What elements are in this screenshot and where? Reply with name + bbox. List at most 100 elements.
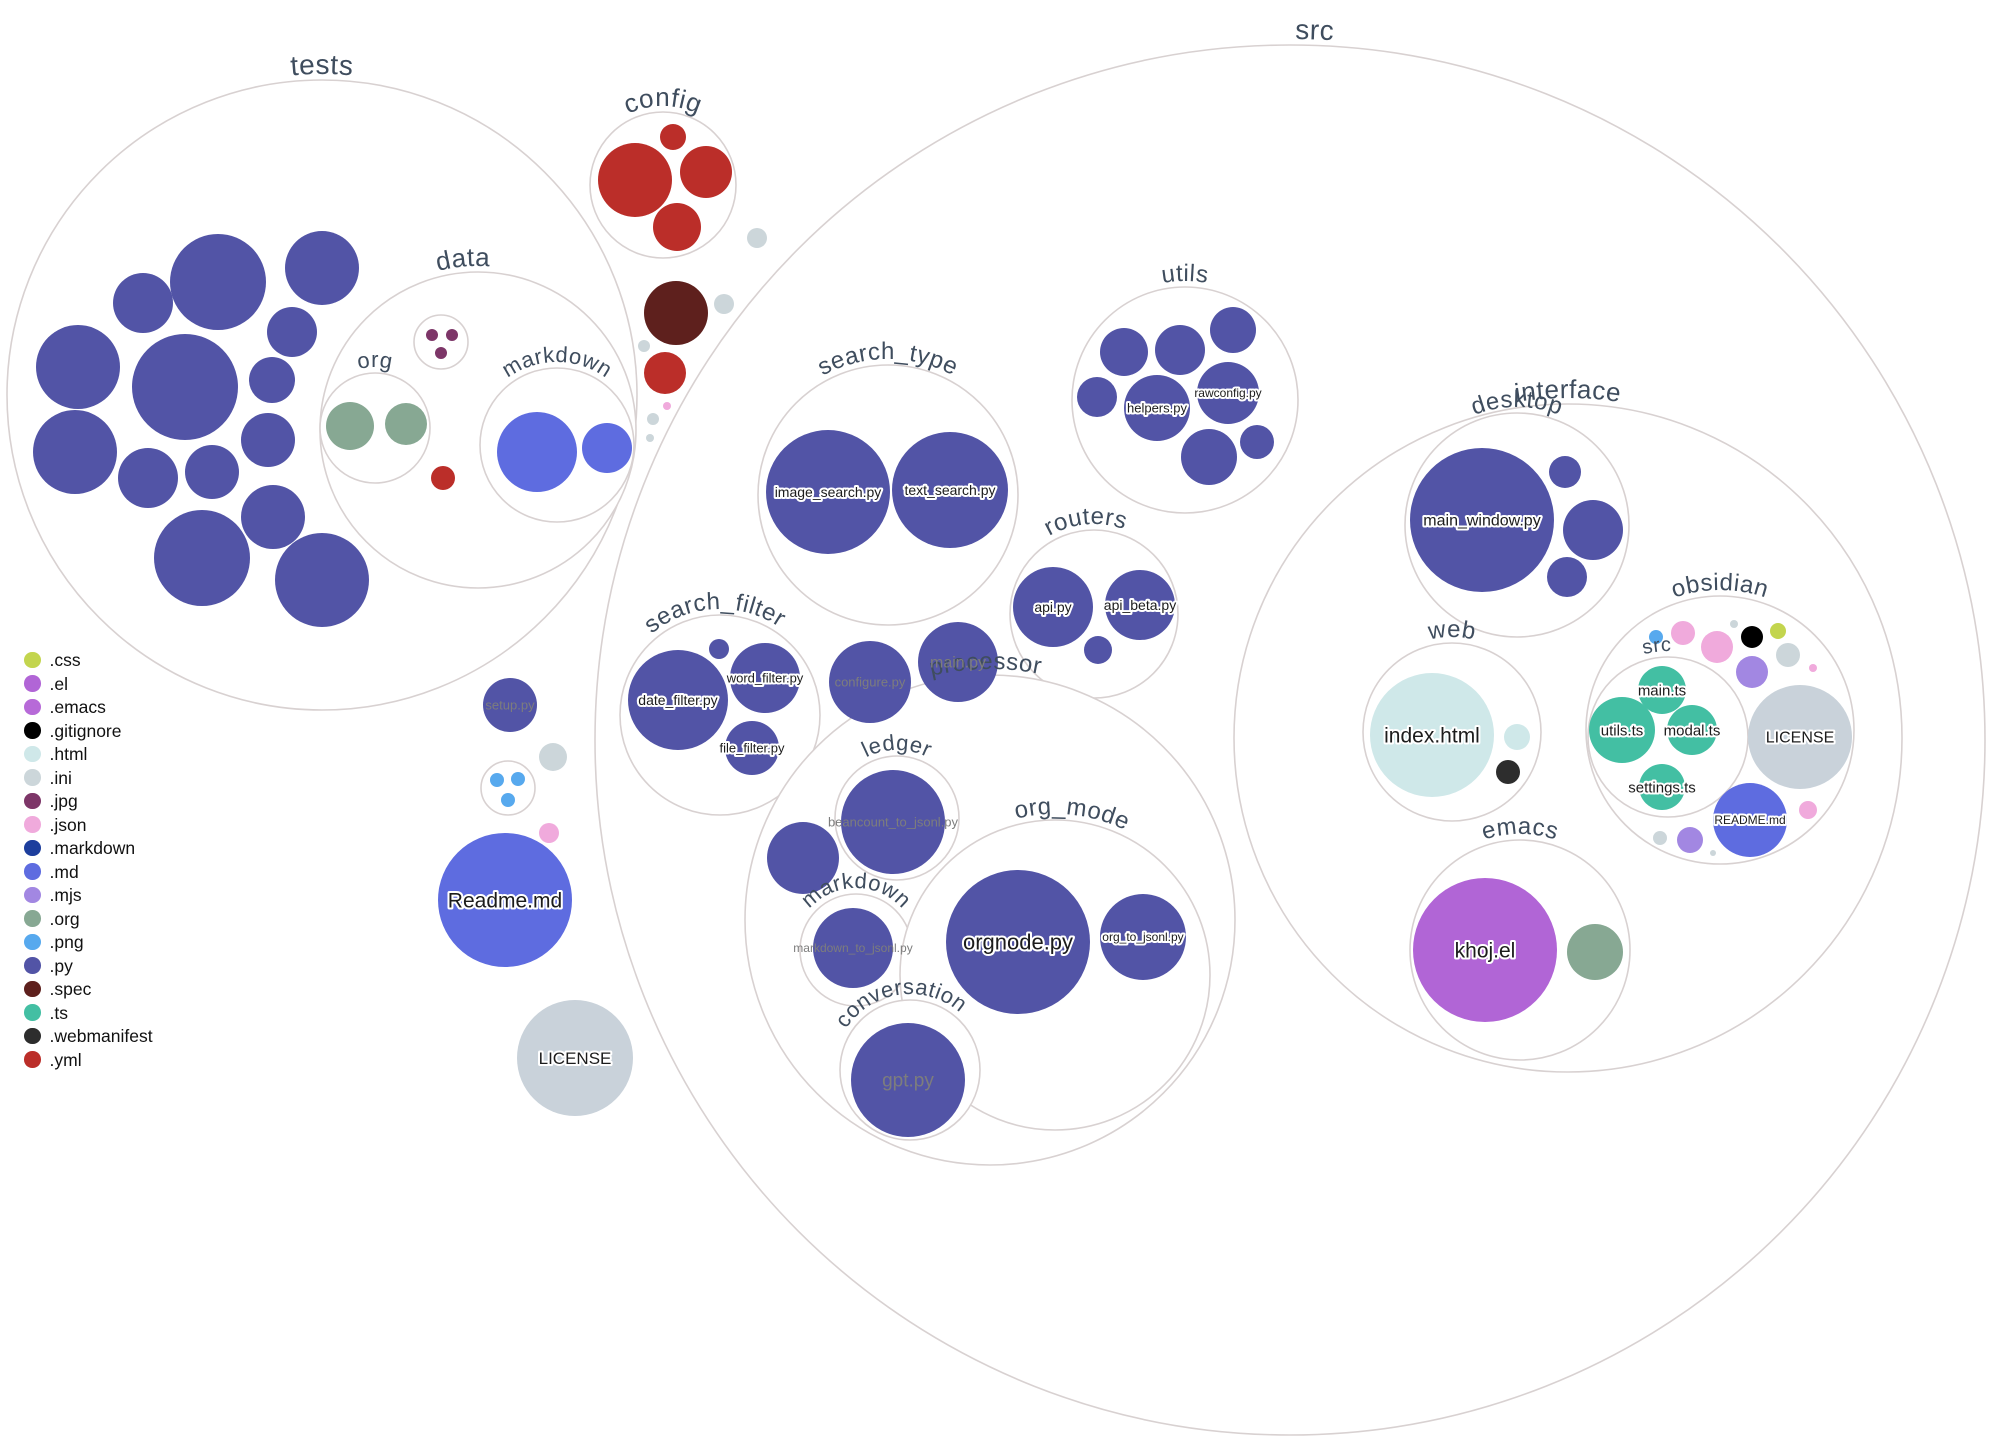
legend-item-.markdown: .markdown bbox=[24, 838, 153, 858]
folder-label-org-2: org bbox=[355, 347, 395, 374]
legend-item-.html: .html bbox=[24, 744, 153, 764]
legend-item-.ini: .ini bbox=[24, 767, 153, 788]
file-bubble-py-4 bbox=[132, 334, 238, 440]
legend-label-.json: .json bbox=[49, 814, 87, 835]
legend-label-.el: .el bbox=[49, 673, 68, 694]
file-bubble-py-53 bbox=[1077, 377, 1117, 417]
file-bubble-png-36 bbox=[490, 773, 504, 787]
file-bubble-yml-24 bbox=[680, 146, 732, 198]
file-label-index.html: index.html bbox=[1384, 724, 1480, 747]
file-bubble-py-61 bbox=[767, 822, 839, 894]
file-bubble-setup.py bbox=[483, 678, 537, 732]
file-bubble-py-5 bbox=[267, 307, 317, 357]
legend-item-.jpg: .jpg bbox=[24, 792, 153, 810]
legend-item-.json: .json bbox=[24, 814, 153, 835]
file-bubble-jpg-18 bbox=[426, 329, 438, 341]
file-label-image_search.py: image_search.py bbox=[775, 484, 882, 500]
file-bubble-png-38 bbox=[501, 793, 515, 807]
folder-circle-interface-17 bbox=[1233, 403, 1903, 1073]
legend-label-.ts: .ts bbox=[49, 1002, 68, 1023]
legend-label-.md: .md bbox=[49, 861, 79, 882]
file-bubble-json-39 bbox=[539, 823, 559, 843]
legend-label-.emacs: .emacs bbox=[49, 697, 106, 717]
legend-dot-.jpg bbox=[24, 792, 41, 810]
file-bubble-py-13 bbox=[275, 533, 369, 627]
file-label-gpt.py: gpt.py bbox=[882, 1071, 934, 1092]
legend-label-.gitignore: .gitignore bbox=[49, 720, 122, 741]
file-label-helpers.py: helpers.py bbox=[1127, 401, 1187, 416]
file-bubble-md-16 bbox=[497, 412, 577, 492]
file-bubble-mjs-89 bbox=[1677, 827, 1703, 853]
legend-dot-.mjs bbox=[24, 886, 41, 904]
file-label-utils.ts: utils.ts bbox=[1601, 722, 1644, 739]
legend-item-.org: .org bbox=[24, 910, 153, 927]
file-label-setup.py: setup.py bbox=[485, 698, 535, 713]
file-bubble-ini-90 bbox=[1710, 850, 1716, 856]
legend-dot-.gitignore bbox=[24, 722, 41, 739]
legend-item-.emacs: .emacs bbox=[24, 697, 153, 717]
file-label-LICENSE: LICENSE bbox=[539, 1049, 612, 1068]
file-bubble-ini-29 bbox=[638, 340, 650, 352]
legend-item-.spec: .spec bbox=[24, 980, 153, 998]
file-bubble-py-6 bbox=[249, 357, 295, 403]
legend-label-.html: .html bbox=[49, 744, 88, 764]
file-label-file_filter.py: file_filter.py bbox=[719, 741, 785, 756]
file-bubble-org-15 bbox=[385, 403, 427, 445]
file-label-settings.ts: settings.ts bbox=[1628, 779, 1696, 796]
file-bubble-py-1 bbox=[285, 231, 359, 305]
legend-label-.yml: .yml bbox=[49, 1049, 82, 1070]
file-bubble-json-84 bbox=[1809, 664, 1817, 672]
legend-dot-.spec bbox=[24, 980, 41, 998]
file-bubble-LICENSE bbox=[517, 1000, 633, 1116]
file-bubble-main.py bbox=[918, 622, 998, 702]
legend-label-.markdown: .markdown bbox=[49, 838, 136, 858]
legend-item-.webmanifest: .webmanifest bbox=[24, 1027, 153, 1045]
file-bubble-py-50 bbox=[1100, 328, 1148, 376]
file-bubble-py-2 bbox=[113, 273, 173, 333]
file-bubble-md-17 bbox=[582, 423, 632, 473]
legend-item-.el: .el bbox=[24, 673, 153, 694]
file-label-api_beta.py: api_beta.py bbox=[1104, 597, 1176, 613]
file-label-Readme.md: Readme.md bbox=[448, 889, 562, 912]
file-bubble-org-14 bbox=[326, 402, 374, 450]
file-bubble-py-57 bbox=[1240, 425, 1274, 459]
file-bubble-json-78 bbox=[1701, 631, 1733, 663]
file-bubble-main_window.py bbox=[1410, 448, 1554, 592]
file-bubble-jpg-20 bbox=[435, 347, 447, 359]
legend-dot-.yml bbox=[24, 1051, 41, 1068]
file-label-README.md: README.md bbox=[1714, 813, 1785, 827]
folder-label-tests-0: tests bbox=[289, 49, 354, 81]
file-bubble-LICENSE bbox=[1748, 685, 1852, 789]
file-bubble-configure.py bbox=[829, 641, 911, 723]
file-bubble-gpt.py bbox=[851, 1023, 965, 1137]
legend-label-.ini: .ini bbox=[49, 767, 72, 788]
extension-legend: .css .el .emacs .gitignore .html .ini .jpg .jso… bbox=[24, 651, 153, 1070]
folder-circle-org-2 bbox=[319, 372, 431, 484]
file-bubble-py-7 bbox=[241, 413, 295, 467]
file-bubble-py-10 bbox=[185, 445, 239, 499]
file-bubble-py-51 bbox=[1155, 325, 1205, 375]
file-bubble-org-75 bbox=[1567, 924, 1623, 980]
folder-label-web-19: web bbox=[1425, 616, 1478, 646]
file-bubble-json-77 bbox=[1671, 621, 1695, 645]
file-bubble-ini-28 bbox=[714, 294, 734, 314]
file-bubble-ini-33 bbox=[646, 434, 654, 442]
file-bubble-py-49 bbox=[709, 639, 729, 659]
file-bubble-index.html bbox=[1370, 673, 1494, 797]
file-label-modal.ts: modal.ts bbox=[1664, 722, 1721, 739]
legend-item-.md: .md bbox=[24, 861, 153, 882]
file-label-main.ts: main.ts bbox=[1638, 682, 1686, 699]
legend-dot-.json bbox=[24, 816, 41, 833]
legend-label-.mjs: .mjs bbox=[49, 885, 82, 905]
file-bubble-spec-27 bbox=[644, 281, 708, 345]
file-label-orgnode.py: orgnode.py bbox=[963, 930, 1073, 955]
file-bubble-utils.ts bbox=[1589, 697, 1655, 763]
legend-item-.css: .css bbox=[24, 651, 153, 669]
file-bubble-settings.ts bbox=[1639, 764, 1685, 810]
file-bubble-yml-21 bbox=[431, 466, 455, 490]
legend-label-.png: .png bbox=[49, 932, 84, 952]
file-bubble-text_search.py bbox=[892, 432, 1008, 548]
legend-dot-.markdown bbox=[24, 839, 41, 857]
file-bubble-py-69 bbox=[1563, 500, 1623, 560]
folder-label-data-1: data bbox=[433, 242, 491, 277]
